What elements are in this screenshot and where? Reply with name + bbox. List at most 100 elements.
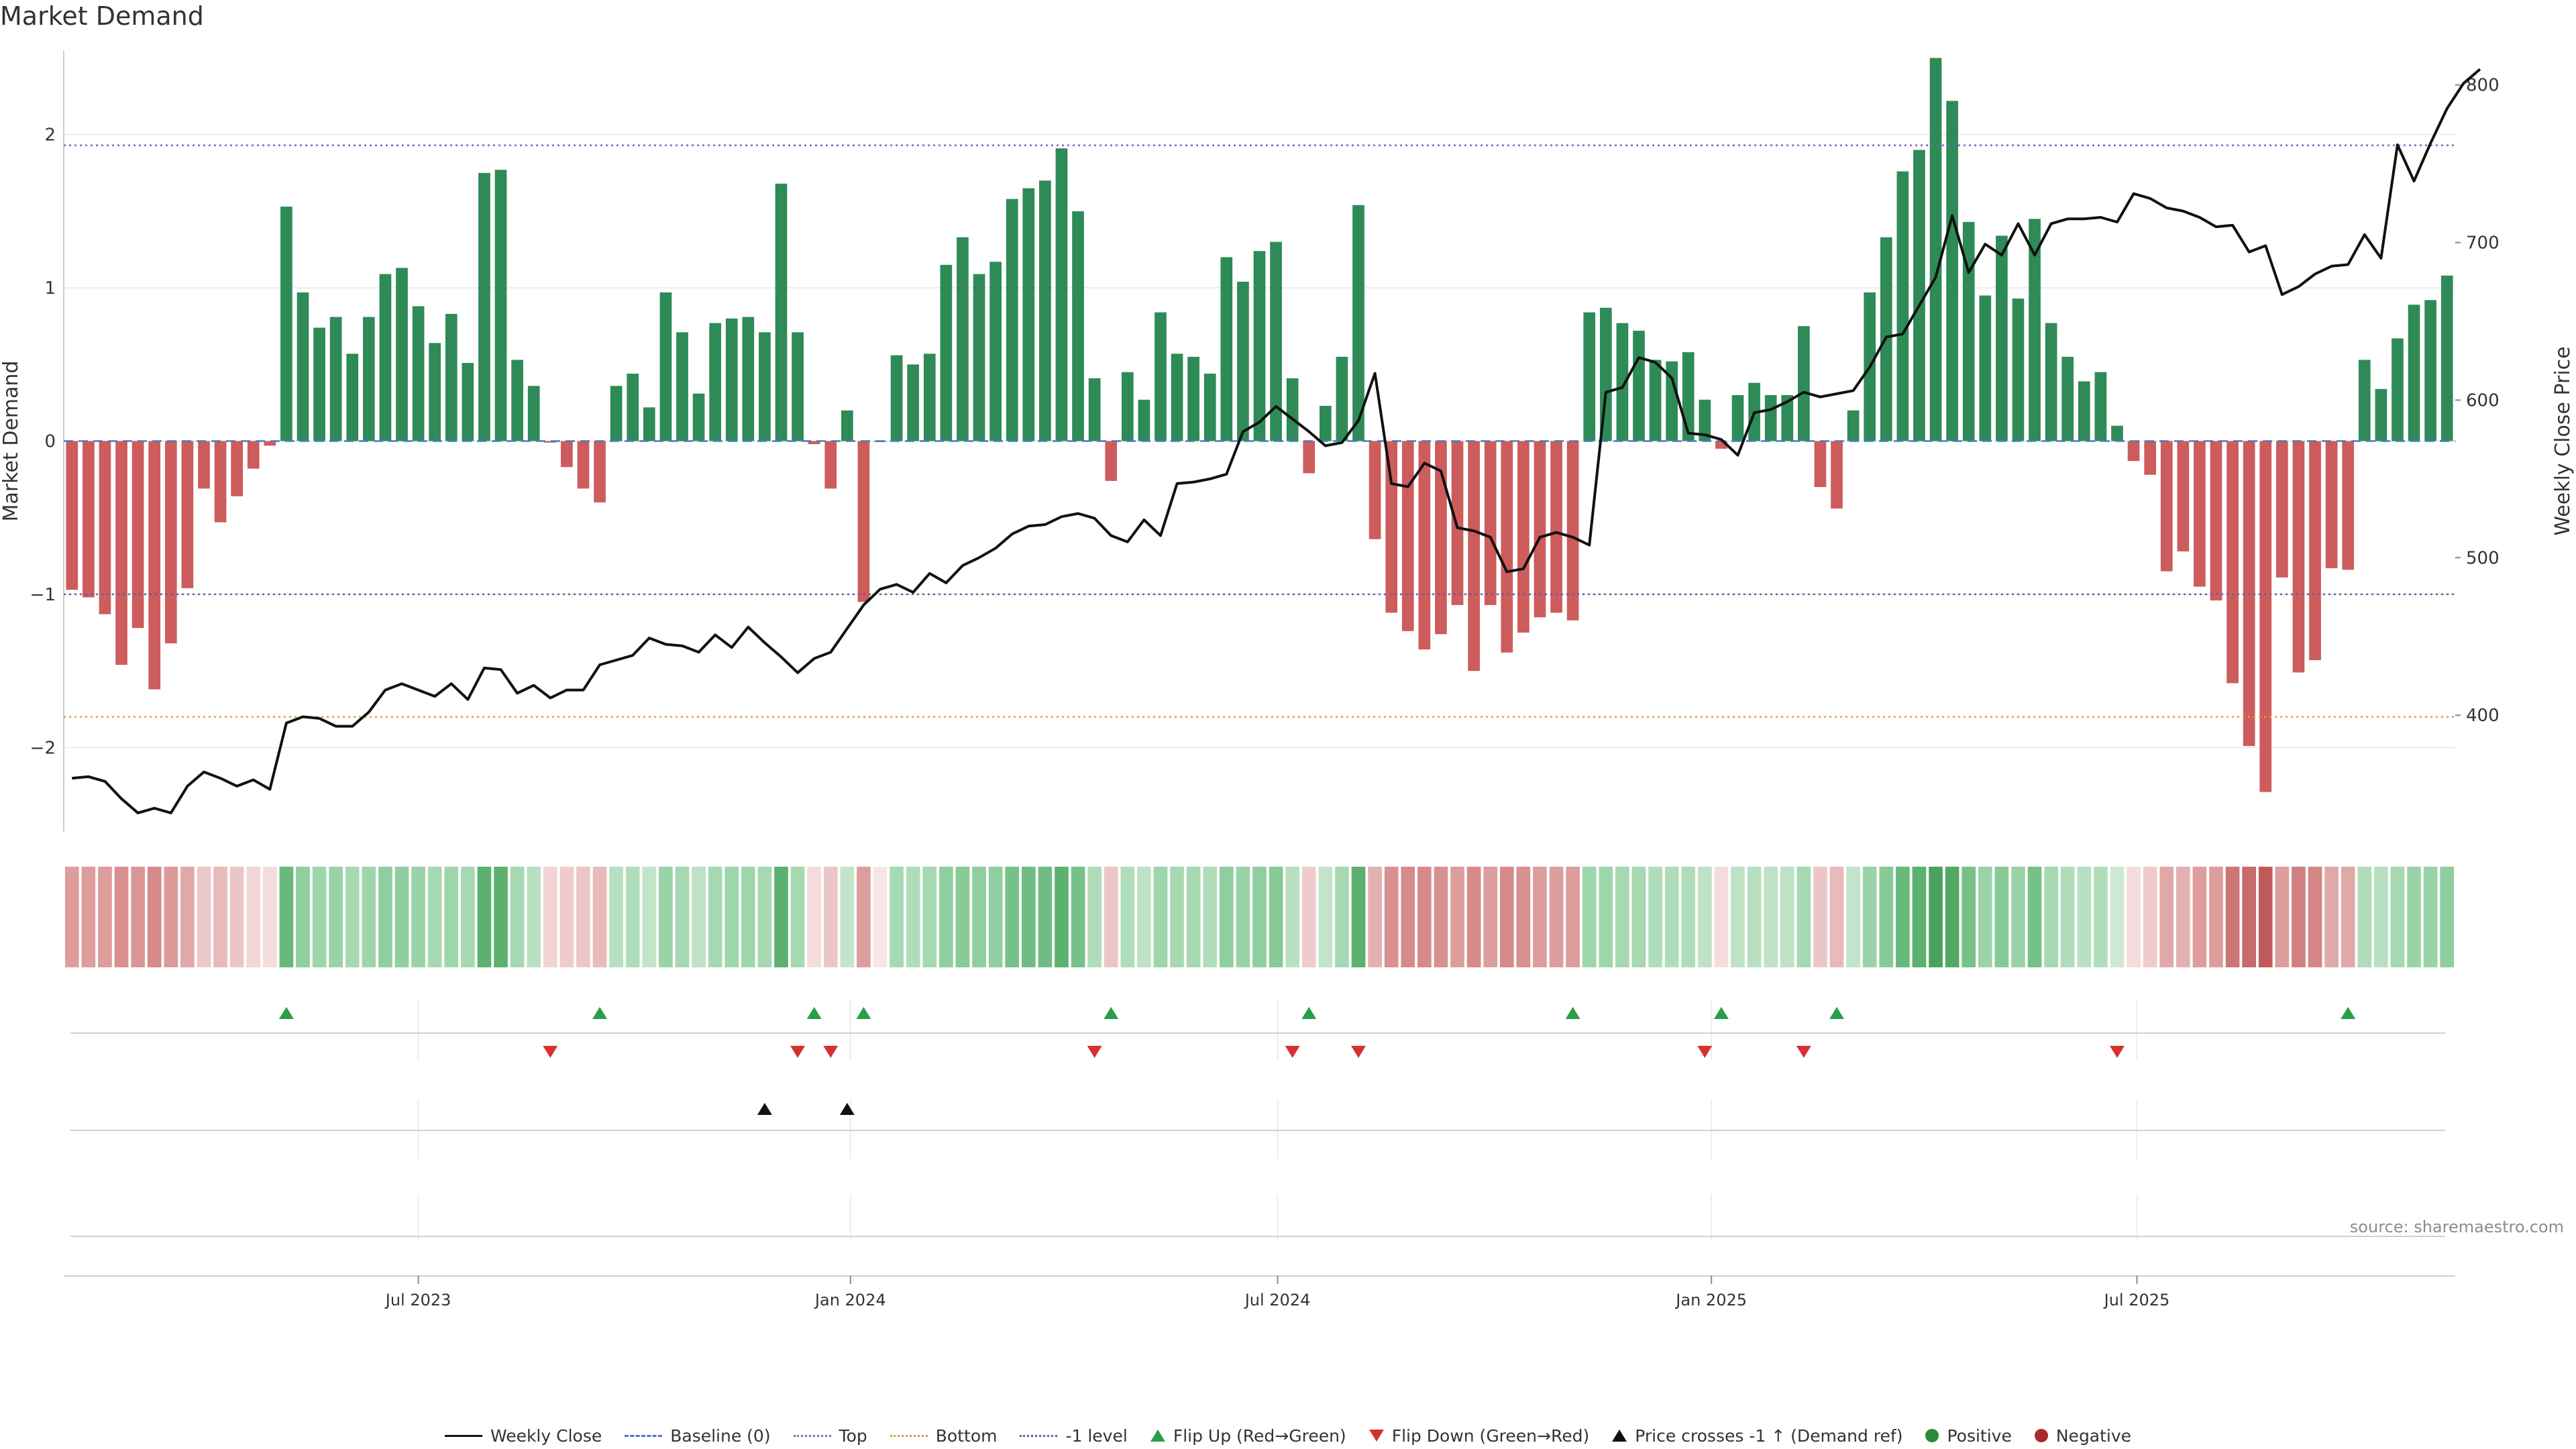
flip-up-marker [806, 1007, 822, 1019]
positive-bar [1171, 354, 1183, 441]
heat-cell [197, 867, 211, 967]
heat-cell [1516, 867, 1531, 967]
heat-cell [510, 867, 525, 967]
heat-cell [394, 867, 409, 967]
heat-cell [1055, 867, 1069, 967]
positive-bar [2012, 299, 2025, 441]
flip-up-marker [1104, 1007, 1119, 1019]
heat-cell [1434, 867, 1448, 967]
negative-bar [1484, 441, 1497, 605]
heat-cell [147, 867, 162, 967]
negative-bar [1435, 441, 1447, 635]
negative-bar [2144, 441, 2157, 475]
positive-bar [297, 292, 309, 441]
positive-bar [890, 355, 903, 441]
heat-cell [378, 867, 392, 967]
heat-cell [411, 867, 425, 967]
flip-up-marker [278, 1007, 294, 1019]
heat-cell [576, 867, 590, 967]
positive-bar [280, 207, 292, 441]
y-tick-label: −2 [30, 738, 56, 758]
positive-bar [1996, 235, 2008, 441]
positive-bar [659, 292, 672, 441]
heat-cell [1945, 867, 1960, 967]
positive-bar [627, 373, 639, 441]
positive-bar [346, 354, 359, 441]
legend-bottom: Bottom [890, 1426, 997, 1446]
heat-cell [1038, 867, 1053, 967]
positive-bar [1633, 331, 1645, 441]
legend-top: Top [793, 1426, 867, 1446]
positive-bar [1797, 326, 1810, 441]
y-tick-label: −1 [30, 585, 56, 605]
negative-bar [2210, 441, 2222, 601]
positive-bar [2094, 372, 2107, 441]
heat-cell [675, 867, 690, 967]
y-axis-title: Market Demand [0, 361, 23, 522]
heat-cell [2143, 867, 2157, 967]
heat-cell [757, 867, 772, 967]
positive-bar [1253, 251, 1266, 441]
positive-bar [478, 172, 490, 441]
negative-bar [148, 441, 161, 690]
heat-cell [1533, 867, 1547, 967]
positive-bar [1121, 372, 1134, 441]
heat-cell [1929, 867, 1943, 967]
heat-cell [345, 867, 360, 967]
heat-cell [164, 867, 178, 967]
heat-cell [2209, 867, 2223, 967]
heat-cell [1599, 867, 1613, 967]
circle-icon [2034, 1429, 2048, 1442]
heat-cell [279, 867, 294, 967]
negative-bar [2177, 441, 2190, 551]
heat-cell [1285, 867, 1299, 967]
positive-bar [1319, 405, 1332, 441]
heat-cell [2423, 867, 2438, 967]
positive-bar [329, 317, 342, 441]
positive-bar [742, 317, 755, 441]
heat-cell [1978, 867, 1992, 967]
heat-cell [2176, 867, 2190, 967]
positive-bar [1187, 356, 1200, 441]
positive-bar [1039, 180, 1051, 441]
heat-cell [312, 867, 327, 967]
flip-down-marker [1796, 1046, 1811, 1058]
heat-cell [724, 867, 739, 967]
positive-bar [313, 327, 325, 441]
heat-cell [2044, 867, 2058, 967]
heat-cell [427, 867, 442, 967]
heat-cell [1071, 867, 1085, 967]
heat-cell [2159, 867, 2174, 967]
heat-cell [1780, 867, 1794, 967]
heat-cell [1962, 867, 1976, 967]
heat-cell [362, 867, 376, 967]
heat-cell [1466, 867, 1481, 967]
heat-cell [527, 867, 541, 967]
heat-cell [2225, 867, 2240, 967]
positive-bar [1583, 312, 1596, 441]
legend-negative: Negative [2034, 1426, 2131, 1446]
flip-down-marker [1285, 1046, 1300, 1058]
positive-bar [2440, 275, 2453, 441]
heat-cell [1829, 867, 1844, 967]
heat-cell [2027, 867, 2042, 967]
negative-bar [99, 441, 111, 614]
positive-bar [940, 264, 953, 441]
negative-bar [1517, 441, 1529, 633]
heat-cell [1153, 867, 1168, 967]
flip-down-marker [790, 1046, 806, 1058]
positive-bar [1616, 323, 1629, 441]
positive-bar [1781, 394, 1794, 441]
weekly-close-line [72, 68, 2481, 814]
heat-cell [1648, 867, 1662, 967]
negative-bar [2127, 441, 2140, 462]
heat-cell [1499, 867, 1514, 967]
heat-cell [1236, 867, 1250, 967]
negative-bar [264, 441, 276, 446]
heat-cell [972, 867, 986, 967]
heat-cell [559, 867, 574, 967]
heat-cell [2094, 867, 2108, 967]
y-tick-label: 0 [44, 432, 56, 452]
heat-cell [296, 867, 310, 967]
heat-cell [1252, 867, 1267, 967]
